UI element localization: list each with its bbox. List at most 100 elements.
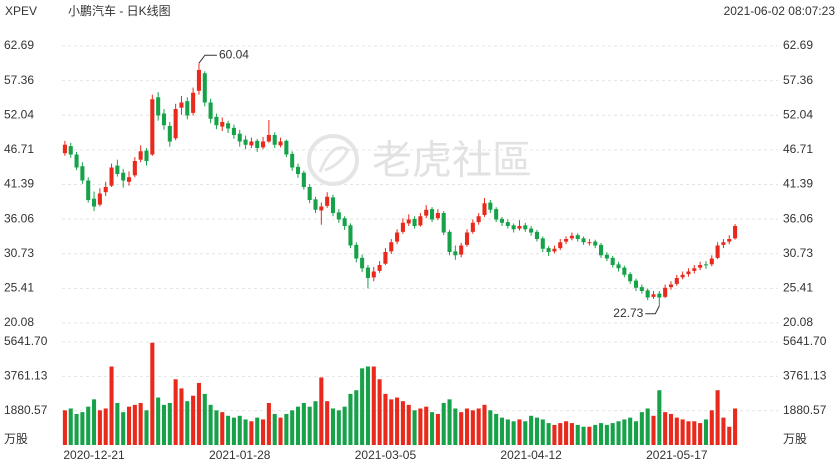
volume-bar: [418, 408, 423, 445]
volume-bar: [214, 410, 219, 445]
candle-body: [92, 198, 97, 207]
candle-body: [464, 232, 470, 245]
volume-bar: [639, 412, 644, 445]
volume-bar: [674, 417, 679, 445]
volume-bar: [412, 410, 417, 445]
y-tick-label: 46.71: [4, 142, 34, 156]
volume-bar: [668, 413, 674, 445]
volume-bar: [633, 421, 639, 445]
volume-bar: [336, 410, 341, 445]
candle-body: [622, 267, 627, 275]
watermark-logo: [307, 134, 359, 186]
candle-body: [231, 127, 236, 135]
candle-body: [214, 116, 219, 126]
volume-bar: [604, 424, 609, 445]
candle-body: [441, 213, 446, 233]
candle-body: [86, 180, 91, 201]
volume-bar: [319, 377, 324, 445]
candle-body: [261, 141, 266, 148]
volume-bar: [628, 417, 633, 445]
candle-body: [499, 218, 505, 223]
y-tick-label: 30.73: [4, 246, 34, 260]
candle-body: [249, 141, 254, 146]
volume-bar: [290, 410, 295, 445]
candle-body: [727, 239, 732, 242]
volume-bar: [581, 426, 586, 445]
volume-bar: [313, 401, 318, 445]
volume-bar: [126, 406, 132, 445]
y-tick-label: 62.69: [4, 38, 34, 52]
volume-bar: [564, 421, 569, 445]
volume-bar: [191, 395, 196, 445]
candle-body: [721, 242, 726, 245]
volume-bar: [651, 415, 656, 445]
y-tick-label: 57.36: [4, 73, 34, 87]
candle-body: [668, 284, 674, 288]
candle-body: [115, 165, 120, 175]
candle-body: [657, 293, 662, 298]
watermark: 老虎社區: [372, 139, 532, 183]
candle-body: [377, 265, 382, 271]
volume-bar: [150, 342, 155, 445]
candle-body: [325, 196, 330, 206]
candle-body: [447, 231, 452, 253]
volume-bar: [441, 403, 446, 445]
volume-bar: [459, 412, 464, 445]
candle-body: [540, 238, 545, 249]
volume-bar: [569, 423, 574, 445]
y-tick-label: 5641.70: [4, 334, 48, 348]
candle-body: [220, 121, 225, 127]
candle-body: [406, 219, 411, 224]
volume-bar: [121, 412, 126, 445]
candle-body: [709, 258, 714, 265]
volume-bar: [255, 417, 260, 445]
timestamp: 2021-06-02 08:07:23: [724, 4, 836, 18]
volume-bar: [464, 408, 470, 445]
candle-body: [599, 244, 604, 256]
candle-body: [604, 254, 609, 259]
volume-bar: [115, 403, 120, 445]
candle-body: [237, 133, 242, 142]
candle-body: [226, 123, 231, 129]
volume-bar: [68, 408, 73, 445]
volume-unit-right: 万股: [783, 432, 807, 446]
candle-body: [173, 108, 178, 139]
volume-bar: [278, 417, 283, 445]
volume-bar: [645, 408, 650, 445]
volume-bar: [453, 408, 458, 445]
volume-bar: [144, 410, 149, 445]
candle-body: [290, 153, 295, 168]
candle-body: [330, 197, 336, 214]
candle-body: [103, 187, 108, 193]
candle-body: [587, 242, 592, 244]
x-tick-label: 2021-03-05: [355, 448, 417, 462]
y-tick-label-right: 20.08: [783, 315, 813, 329]
y-tick-label-right: 5641.70: [783, 334, 827, 348]
candle-body: [74, 154, 79, 168]
volume-bar: [167, 403, 172, 445]
volume-bar: [476, 408, 481, 445]
volume-unit: 万股: [4, 432, 28, 446]
volume-bar: [715, 390, 720, 445]
candle-body: [126, 177, 132, 182]
candle-body: [529, 228, 534, 233]
volume-bar: [202, 393, 207, 445]
volume-bar: [616, 421, 621, 445]
volume-bar: [494, 413, 499, 445]
volume-bar: [272, 413, 277, 445]
candle-body: [371, 271, 376, 278]
candle-body: [342, 218, 347, 227]
candle-body: [453, 251, 458, 256]
candle-body: [569, 235, 574, 239]
volume-bar: [220, 412, 225, 445]
volume-bar: [103, 408, 108, 445]
volume-bar: [692, 421, 697, 445]
volume-bar: [657, 390, 662, 445]
y-tick-label-right: 57.36: [783, 73, 813, 87]
candle-body: [633, 280, 639, 288]
volume-bar: [138, 403, 143, 445]
high-annotation: 60.04: [219, 47, 249, 61]
y-tick-label-right: 62.69: [783, 38, 813, 52]
candle-body: [517, 226, 522, 229]
volume-bar: [482, 404, 487, 445]
